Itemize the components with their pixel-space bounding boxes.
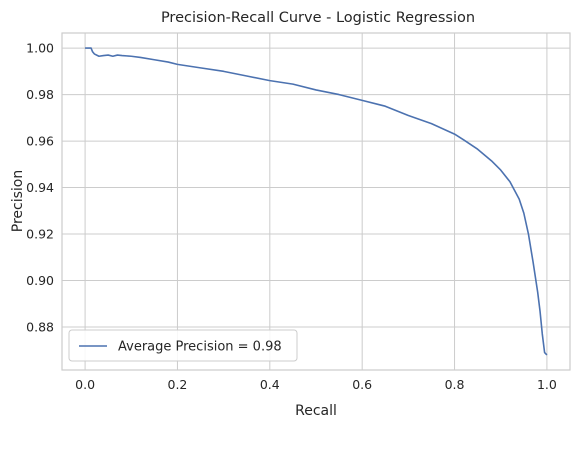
- x-tick-label: 0.2: [168, 377, 188, 392]
- y-axis-label: Precision: [10, 170, 26, 232]
- y-tick-label: 0.92: [26, 227, 54, 242]
- x-tick-label: 0.8: [445, 377, 465, 392]
- legend: Average Precision = 0.98: [68, 329, 298, 362]
- x-gridlines: [84, 33, 548, 370]
- legend-box: [68, 329, 298, 362]
- y-tick-label: 1.00: [26, 41, 54, 56]
- y-tick-label: 0.96: [26, 134, 54, 149]
- y-tick-label: 0.88: [26, 320, 54, 335]
- y-tick-label: 0.90: [26, 273, 54, 288]
- chart-title: Precision-Recall Curve - Logistic Regres…: [161, 10, 475, 26]
- x-axis-label: Recall: [295, 403, 337, 419]
- y-tick-label: 0.98: [26, 87, 54, 102]
- x-tick-label: 0.6: [352, 377, 372, 392]
- y-gridlines: [62, 47, 570, 328]
- x-tick-label: 1.0: [537, 377, 557, 392]
- series-layer: [85, 47, 548, 356]
- y-tick-label: 0.94: [26, 180, 54, 195]
- x-tick-labels: 0.0 0.2 0.4 0.6 0.8 1.0: [75, 377, 557, 392]
- series-line: [85, 47, 548, 356]
- plot-frame: [61, 32, 571, 371]
- legend-label: Average Precision = 0.98: [118, 340, 282, 355]
- x-tick-label: 0.0: [75, 377, 95, 392]
- x-tick-label: 0.4: [260, 377, 280, 392]
- y-tick-labels: 0.88 0.90 0.92 0.94 0.96 0.98 1.00: [26, 41, 54, 335]
